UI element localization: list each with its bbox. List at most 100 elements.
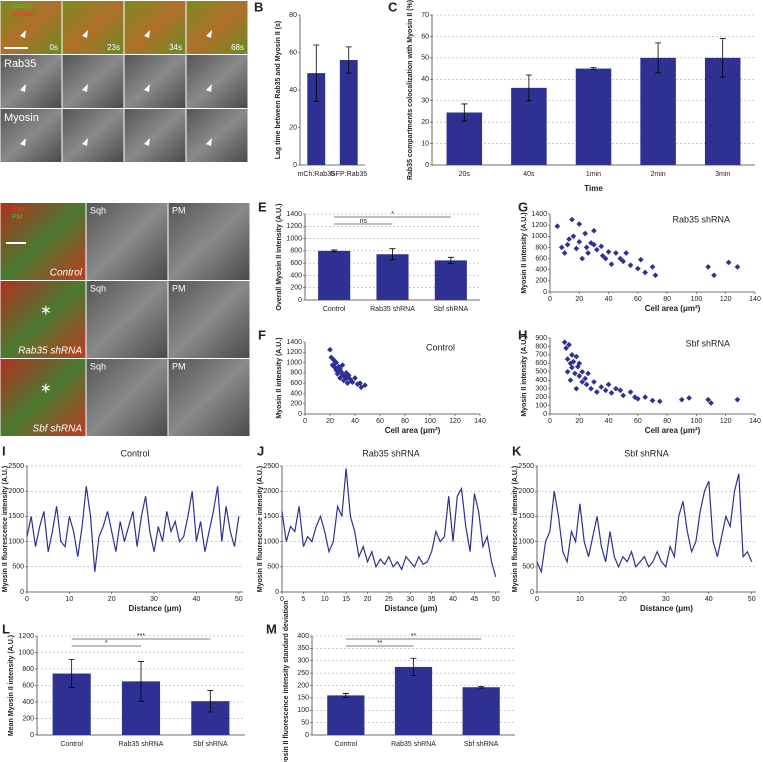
micrograph <box>62 1 124 54</box>
cell-mark: ∗ <box>40 302 52 318</box>
cell-mark: ∗ <box>40 380 52 396</box>
x-tick-label: 0 <box>548 418 552 425</box>
scatter-point <box>635 265 641 272</box>
scatter-point <box>620 392 627 399</box>
y-tick-label: 2500 <box>8 463 24 470</box>
scatter-point <box>573 385 580 392</box>
scatter-point <box>327 346 333 353</box>
scatter-point <box>623 250 629 256</box>
y-tick-label: 1000 <box>263 538 279 545</box>
micrograph <box>86 359 168 436</box>
y-tick-label: 200 <box>535 278 547 285</box>
panel-letter: F <box>258 327 266 342</box>
time-label: 34s <box>169 43 182 52</box>
y-tick-label: 300 <box>297 658 309 665</box>
x-tick-label: Sbf shRNA <box>434 306 469 313</box>
micrograph <box>124 1 186 54</box>
y-tick-label: 200 <box>297 682 309 689</box>
x-tick-label: 2min <box>651 171 666 178</box>
micrograph <box>0 281 86 358</box>
x-tick-label: 40 <box>351 418 359 425</box>
y-tick-label: 1000 <box>8 538 24 545</box>
line-series <box>281 468 497 578</box>
micrograph <box>86 203 168 280</box>
y-tick-label: 1000 <box>531 233 547 240</box>
column-label: Sqh <box>90 283 106 293</box>
y-tick-label: 1000 <box>518 538 534 545</box>
x-tick-label: Control <box>60 741 83 748</box>
error-bar <box>138 661 144 702</box>
error-bar <box>461 103 468 122</box>
scatter-point <box>649 397 656 404</box>
x-tick-label: 0 <box>25 596 29 603</box>
scatter-point <box>705 264 711 270</box>
line-series <box>26 486 240 572</box>
y-tick-label: 1000 <box>286 235 302 242</box>
error-bar <box>68 659 75 688</box>
y-tick-label: 500 <box>535 369 547 376</box>
scatter-point <box>576 360 583 367</box>
x-tick-label: 25 <box>385 596 393 603</box>
y-tick-label: 700 <box>535 352 547 359</box>
y-axis-label: Myosin II fluorescence intensity (A.U.) <box>2 466 9 592</box>
y-tick-label: 1200 <box>286 349 302 356</box>
x-tick-label: GFP:Rab35 <box>330 171 367 178</box>
x-tick-label: 20 <box>108 596 116 603</box>
x-tick-label: 45 <box>470 596 478 603</box>
scatter-point <box>627 262 634 269</box>
panel-letter: E <box>258 199 267 214</box>
arrowhead <box>20 138 26 146</box>
panel-letter: K <box>512 443 522 458</box>
error-bar <box>590 67 597 71</box>
scatter-point <box>358 384 365 391</box>
x-tick-label: 40s <box>523 171 535 178</box>
micrograph <box>186 109 248 162</box>
x-axis-label: Distance (μm) <box>385 604 438 613</box>
scatter-point <box>598 384 605 390</box>
y-tick-label: 0 <box>298 411 302 418</box>
micrograph <box>0 359 86 436</box>
error-bar <box>525 74 532 102</box>
y-tick-label: 600 <box>535 360 547 367</box>
scatter-point <box>627 389 634 395</box>
y-tick-label: 1400 <box>531 211 547 218</box>
chart-title: Sbf shRNA <box>685 338 730 348</box>
x-tick-label: 100 <box>691 418 703 425</box>
y-tick-label: 1500 <box>263 513 279 520</box>
bar <box>327 695 365 735</box>
x-tick-label: Control <box>335 741 358 748</box>
scatter-point <box>617 255 624 262</box>
scatter-point <box>585 250 591 256</box>
y-tick-label: 200 <box>290 401 302 408</box>
y-tick-label: 500 <box>522 564 534 571</box>
y-tick-label: 400 <box>22 699 34 706</box>
column-label: PM <box>172 361 186 371</box>
row-label: Rab35 <box>4 58 36 70</box>
significance-label: ns <box>360 218 368 225</box>
line-series <box>536 473 753 574</box>
scatter-point <box>572 370 578 377</box>
scatter-point <box>348 378 355 384</box>
scatter-point <box>725 259 732 266</box>
scatter-point <box>678 396 685 403</box>
y-axis-label: Overall Myosin II intensity (A.U.) <box>276 204 283 311</box>
y-tick-label: 400 <box>290 390 302 397</box>
micrograph <box>0 109 62 162</box>
x-tick-label: 10 <box>321 596 329 603</box>
y-tick-label: 50 <box>421 55 429 62</box>
scatter-point <box>734 264 741 270</box>
error-bar <box>719 38 726 78</box>
chart-title: Rab35 shRNA <box>672 214 730 224</box>
x-tick-label: 20 <box>326 418 334 425</box>
significance-label: *** <box>137 633 145 640</box>
y-tick-label: 0 <box>425 162 429 169</box>
scatter-point <box>613 250 619 256</box>
x-tick-label: 120 <box>720 418 732 425</box>
y-tick-label: 20 <box>421 119 429 126</box>
y-axis-label: Rab35 compartments colocalization with M… <box>407 0 414 180</box>
scatter-point <box>635 395 641 402</box>
significance-label: * <box>391 211 394 218</box>
scatter-point <box>579 368 586 375</box>
condition-label: Control <box>50 268 83 279</box>
x-axis-label: Distance (μm) <box>129 604 182 613</box>
